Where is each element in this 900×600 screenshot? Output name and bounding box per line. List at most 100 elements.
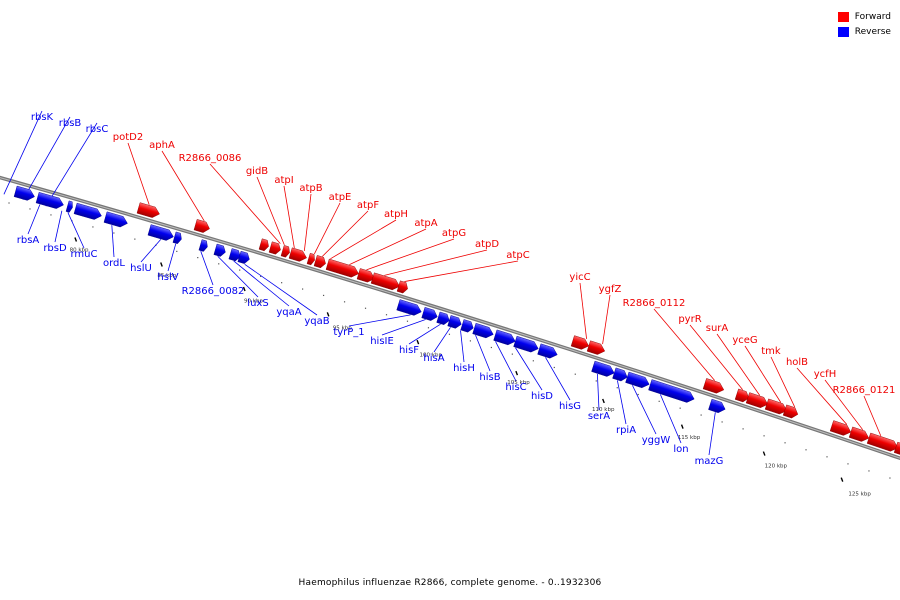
forward-gene-feature[interactable] bbox=[370, 272, 401, 292]
reverse-gene-feature[interactable] bbox=[648, 379, 696, 405]
forward-gene-label[interactable]: atpF bbox=[357, 200, 379, 211]
reverse-gene-feature[interactable] bbox=[65, 200, 74, 213]
reverse-gene-feature[interactable] bbox=[198, 239, 209, 253]
reverse-gene-label[interactable]: hisD bbox=[531, 391, 553, 402]
forward-gene-feature[interactable] bbox=[193, 219, 211, 234]
forward-gene-label[interactable]: atpA bbox=[414, 218, 437, 229]
forward-gene-feature[interactable] bbox=[268, 241, 282, 256]
forward-gene-feature[interactable] bbox=[782, 404, 799, 420]
forward-gene-label[interactable]: gidB bbox=[246, 166, 268, 177]
reverse-gene-label[interactable]: hisG bbox=[559, 401, 581, 412]
forward-gene-label[interactable]: yceG bbox=[732, 335, 757, 346]
reverse-gene-label[interactable]: hisA bbox=[423, 353, 444, 364]
reverse-gene-feature[interactable] bbox=[493, 329, 517, 347]
forward-gene-label[interactable]: atpB bbox=[299, 183, 322, 194]
forward-gene-label[interactable]: atpI bbox=[274, 175, 293, 186]
forward-gene-label[interactable]: R2866_0112 bbox=[623, 298, 686, 309]
reverse-gene-feature[interactable] bbox=[591, 360, 616, 378]
forward-gene-feature[interactable] bbox=[745, 392, 769, 410]
reverse-gene-label[interactable]: hslU bbox=[130, 263, 152, 274]
reverse-gene-label[interactable]: rmuC bbox=[71, 249, 98, 260]
forward-gene-feature[interactable] bbox=[702, 378, 725, 395]
reverse-gene-feature[interactable] bbox=[421, 307, 439, 322]
reverse-gene-label[interactable]: serA bbox=[588, 411, 610, 422]
forward-gene-label[interactable]: holB bbox=[786, 357, 808, 368]
forward-gene-label[interactable]: atpE bbox=[329, 192, 352, 203]
reverse-gene-label[interactable]: hisB bbox=[479, 372, 500, 383]
reverse-gene-feature[interactable] bbox=[513, 335, 540, 354]
reverse-gene-feature[interactable] bbox=[612, 367, 629, 383]
reverse-gene-label[interactable]: rbsD bbox=[43, 243, 67, 254]
forward-gene-feature[interactable] bbox=[258, 238, 270, 252]
reverse-gene-label[interactable]: rbsC bbox=[86, 124, 109, 135]
reverse-gene-label[interactable]: hisH bbox=[453, 363, 475, 374]
forward-gene-feature[interactable] bbox=[136, 202, 161, 220]
forward-gene-feature[interactable] bbox=[570, 335, 590, 352]
reverse-leader-line bbox=[616, 380, 627, 425]
reverse-gene-feature[interactable] bbox=[537, 343, 559, 360]
reverse-gene-feature[interactable] bbox=[396, 299, 423, 318]
forward-gene-label[interactable]: atpC bbox=[506, 250, 529, 261]
reverse-gene-label[interactable]: yggW bbox=[642, 435, 671, 446]
reverse-gene-feature[interactable] bbox=[237, 250, 251, 265]
reverse-gene-label[interactable]: yqaB bbox=[304, 316, 329, 327]
forward-gene-feature[interactable] bbox=[848, 426, 871, 443]
reverse-gene-label[interactable]: R2866_0082 bbox=[182, 286, 245, 297]
forward-gene-label[interactable]: atpD bbox=[475, 239, 499, 250]
reverse-gene-label[interactable]: rbsA bbox=[17, 235, 40, 246]
reverse-gene-label[interactable]: yqaA bbox=[276, 307, 301, 318]
reverse-gene-label[interactable]: lon bbox=[673, 444, 688, 455]
forward-gene-feature[interactable] bbox=[396, 280, 409, 294]
forward-gene-label[interactable]: potD2 bbox=[113, 132, 143, 143]
forward-gene-feature[interactable] bbox=[356, 268, 376, 283]
forward-gene-feature[interactable] bbox=[586, 340, 606, 357]
reverse-gene-label[interactable]: mazG bbox=[695, 456, 724, 467]
forward-gene-label[interactable]: surA bbox=[706, 323, 729, 334]
forward-gene-feature[interactable] bbox=[734, 388, 750, 403]
reverse-gene-label[interactable]: hisC bbox=[505, 382, 526, 393]
forward-gene-label[interactable]: atpG bbox=[442, 228, 466, 239]
forward-gene-label[interactable]: atpH bbox=[384, 209, 408, 220]
forward-gene-feature[interactable] bbox=[829, 420, 853, 438]
forward-gene-label[interactable]: pyrR bbox=[678, 314, 701, 325]
forward-gene-label[interactable]: R2866_0086 bbox=[179, 153, 242, 164]
forward-gene-feature[interactable] bbox=[764, 398, 788, 416]
reverse-gene-feature[interactable] bbox=[447, 315, 463, 329]
reverse-gene-label[interactable]: hslV bbox=[157, 272, 178, 283]
reverse-gene-label[interactable]: tyrP_1 bbox=[333, 327, 364, 338]
reverse-gene-label[interactable]: hisF bbox=[399, 345, 419, 356]
forward-gene-feature[interactable] bbox=[893, 441, 900, 458]
reverse-gene-feature[interactable] bbox=[13, 185, 36, 202]
reverse-gene-label[interactable]: rbsB bbox=[59, 118, 82, 129]
reverse-gene-feature[interactable] bbox=[172, 231, 183, 245]
reverse-gene-feature[interactable] bbox=[213, 243, 227, 258]
reverse-gene-feature[interactable] bbox=[103, 211, 129, 229]
reverse-gene-label[interactable]: hisIE bbox=[370, 336, 394, 347]
forward-gene-label[interactable]: aphA bbox=[149, 140, 175, 151]
reverse-gene-feature[interactable] bbox=[472, 322, 495, 339]
reverse-gene-label[interactable]: rbsK bbox=[31, 112, 54, 123]
forward-gene-feature[interactable] bbox=[280, 245, 291, 258]
forward-gene-feature[interactable] bbox=[866, 432, 900, 453]
reverse-gene-label[interactable]: rpiA bbox=[616, 425, 636, 436]
reverse-gene-feature[interactable] bbox=[228, 248, 242, 262]
reverse-gene-feature[interactable] bbox=[147, 224, 175, 243]
forward-gene-label[interactable]: tmk bbox=[761, 346, 781, 357]
forward-gene-feature[interactable] bbox=[288, 247, 308, 263]
forward-gene-feature[interactable] bbox=[313, 255, 327, 269]
forward-gene-label[interactable]: R2866_0121 bbox=[833, 385, 896, 396]
minor-tick-dot bbox=[700, 414, 702, 416]
reverse-gene-label[interactable]: ordL bbox=[103, 258, 125, 269]
reverse-gene-feature[interactable] bbox=[73, 202, 103, 221]
forward-gene-label[interactable]: ygfZ bbox=[599, 284, 622, 295]
reverse-gene-feature[interactable] bbox=[708, 398, 726, 414]
forward-gene-feature[interactable] bbox=[306, 252, 316, 266]
reverse-gene-label[interactable]: luxS bbox=[247, 298, 268, 309]
reverse-gene-feature[interactable] bbox=[460, 319, 475, 333]
forward-gene-label[interactable]: ycfH bbox=[814, 369, 836, 380]
reverse-gene-feature[interactable] bbox=[35, 192, 65, 210]
forward-gene-label[interactable]: yicC bbox=[569, 272, 590, 283]
reverse-gene-feature[interactable] bbox=[625, 371, 651, 390]
reverse-gene-feature[interactable] bbox=[436, 311, 451, 326]
forward-gene-feature[interactable] bbox=[325, 258, 360, 279]
